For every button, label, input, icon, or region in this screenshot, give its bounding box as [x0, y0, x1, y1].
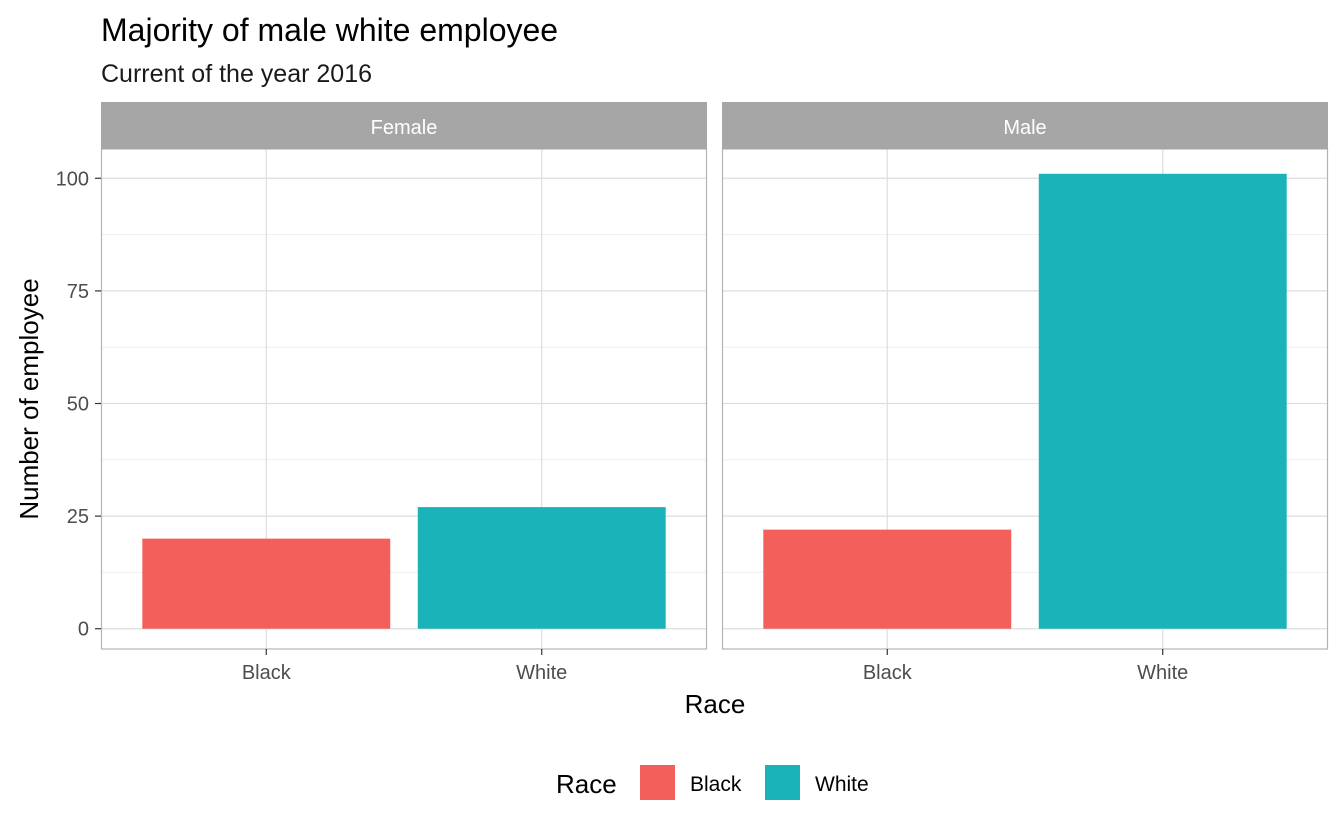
y-tick-label: 75	[67, 281, 89, 303]
facet-strip	[722, 102, 1328, 149]
chart-title: Majority of male white employee	[101, 12, 558, 48]
x-tick-label: White	[516, 662, 567, 684]
bar-female-black	[142, 538, 391, 629]
y-tick-label: 100	[56, 168, 89, 190]
facet-strip	[101, 102, 707, 149]
x-axis-title: Race	[685, 689, 746, 719]
facet-panel-male: Male Black White	[721, 102, 1329, 684]
facet-strip-label: Female	[371, 117, 438, 139]
legend-key-white	[765, 765, 800, 800]
legend-title: Race	[556, 769, 617, 799]
y-tick-label: 25	[67, 506, 89, 528]
x-tick-label: White	[1137, 662, 1188, 684]
legend-key-black	[640, 765, 675, 800]
facet-panels: Female Black White Male Black White	[100, 102, 1329, 684]
chart-subtitle: Current of the year 2016	[101, 60, 372, 88]
legend-label-black: Black	[690, 773, 742, 796]
facet-strip-label: Male	[1003, 117, 1046, 139]
legend-label-white: White	[815, 773, 869, 796]
legend: Race Black White	[556, 765, 869, 800]
y-axis: 0 25 50 75 100	[56, 168, 101, 641]
facet-panel-female: Female Black White	[100, 102, 708, 684]
x-tick-label: Black	[863, 662, 913, 684]
x-tick-label: Black	[242, 662, 292, 684]
y-tick-label: 50	[67, 394, 89, 416]
y-tick-label: 0	[78, 619, 89, 641]
bar-female-white	[417, 507, 666, 629]
y-axis-title: Number of employee	[14, 278, 44, 519]
bar-male-black	[763, 529, 1012, 629]
bar-male-white	[1038, 173, 1287, 629]
